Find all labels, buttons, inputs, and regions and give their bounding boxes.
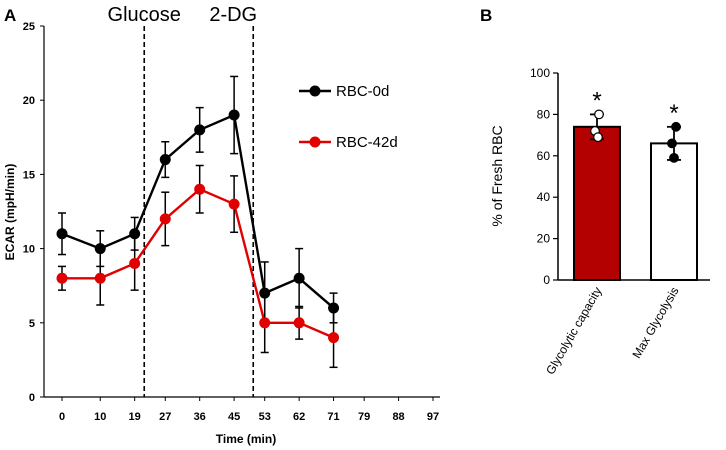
data-point — [194, 183, 206, 195]
y-tick-label: 40 — [537, 190, 551, 204]
category-label-max-glycolysis: Max Glycolysis — [629, 285, 681, 361]
data-point — [94, 272, 106, 284]
legend-label-rbc-0d: RBC-0d — [336, 83, 389, 100]
panel-label-b: B — [480, 6, 492, 25]
significance-marker: * — [592, 87, 601, 114]
x-tick-label: 19 — [129, 411, 141, 423]
injection-label-2-dg: 2-DG — [209, 4, 257, 26]
legend-label-rbc-42d: RBC-42d — [336, 134, 398, 151]
series-rbc-0d — [56, 75, 340, 326]
significance-marker: * — [669, 100, 678, 127]
series-rbc-42d — [56, 164, 340, 369]
category-label-glycolytic-capacity: Glycolytic capacity — [543, 285, 604, 377]
x-tick-label: 36 — [194, 411, 206, 423]
y-axis-title: ECAR (mpH/min) — [3, 164, 17, 261]
data-point — [228, 109, 240, 121]
y-tick-label: 15 — [23, 169, 35, 181]
x-tick-label: 53 — [259, 411, 271, 423]
y-tick-label: 10 — [23, 244, 35, 256]
y-tick-label: 25 — [23, 21, 35, 33]
replicate-point — [667, 138, 677, 149]
y-tick-label: 60 — [537, 149, 551, 163]
data-point — [194, 124, 206, 136]
y-tick-label: 100 — [530, 66, 550, 80]
y-axis-title: % of Fresh RBC — [489, 125, 505, 226]
data-point — [56, 228, 68, 240]
y-tick-label: 0 — [29, 392, 35, 404]
data-point — [159, 213, 171, 225]
replicate-point — [669, 152, 679, 163]
bar-max-glycolysis — [650, 142, 698, 281]
x-tick-label: 97 — [427, 411, 439, 423]
y-tick-label: 0 — [543, 273, 550, 287]
x-tick-label: 0 — [59, 411, 65, 423]
x-tick-label: 88 — [392, 411, 404, 423]
ecar-time-course-chart: 0 5 10 15 20 25 0 10 19 27 36 45 53 62 71 79 88 97 Time (m… — [3, 4, 440, 446]
x-tick-label: 10 — [94, 411, 106, 423]
data-point — [228, 198, 240, 210]
data-point — [328, 332, 340, 344]
x-tick-label: 27 — [159, 411, 171, 423]
legend-marker-rbc-42d — [309, 136, 321, 148]
data-point — [56, 272, 68, 284]
x-axis-title: Time (min) — [216, 432, 276, 446]
bar-glycolytic-capacity — [573, 125, 621, 281]
x-tick-label: 71 — [327, 411, 339, 423]
glycolysis-bar-chart: 0 20 40 60 80 100 % of Fresh RBC * Glycolytic ca… — [489, 66, 710, 377]
data-point — [293, 272, 305, 284]
replicate-point — [593, 132, 603, 143]
x-tick-label: 45 — [228, 411, 240, 423]
x-tick-label: 79 — [358, 411, 370, 423]
y-tick-label: 20 — [23, 95, 35, 107]
replicate-point — [594, 109, 604, 120]
replicate-point — [671, 121, 681, 132]
panel-label-a: A — [4, 6, 16, 25]
y-tick-label: 5 — [29, 318, 35, 330]
data-point — [293, 317, 305, 329]
injection-label-glucose: Glucose — [108, 4, 181, 26]
y-tick-label: 80 — [537, 107, 551, 121]
data-point — [259, 317, 271, 329]
legend-marker-rbc-0d — [309, 85, 321, 97]
data-point — [129, 257, 141, 269]
data-point — [159, 154, 171, 166]
y-tick-label: 20 — [537, 232, 551, 246]
series-line-rbc-42d — [62, 187, 335, 339]
x-tick-label: 62 — [293, 411, 305, 423]
